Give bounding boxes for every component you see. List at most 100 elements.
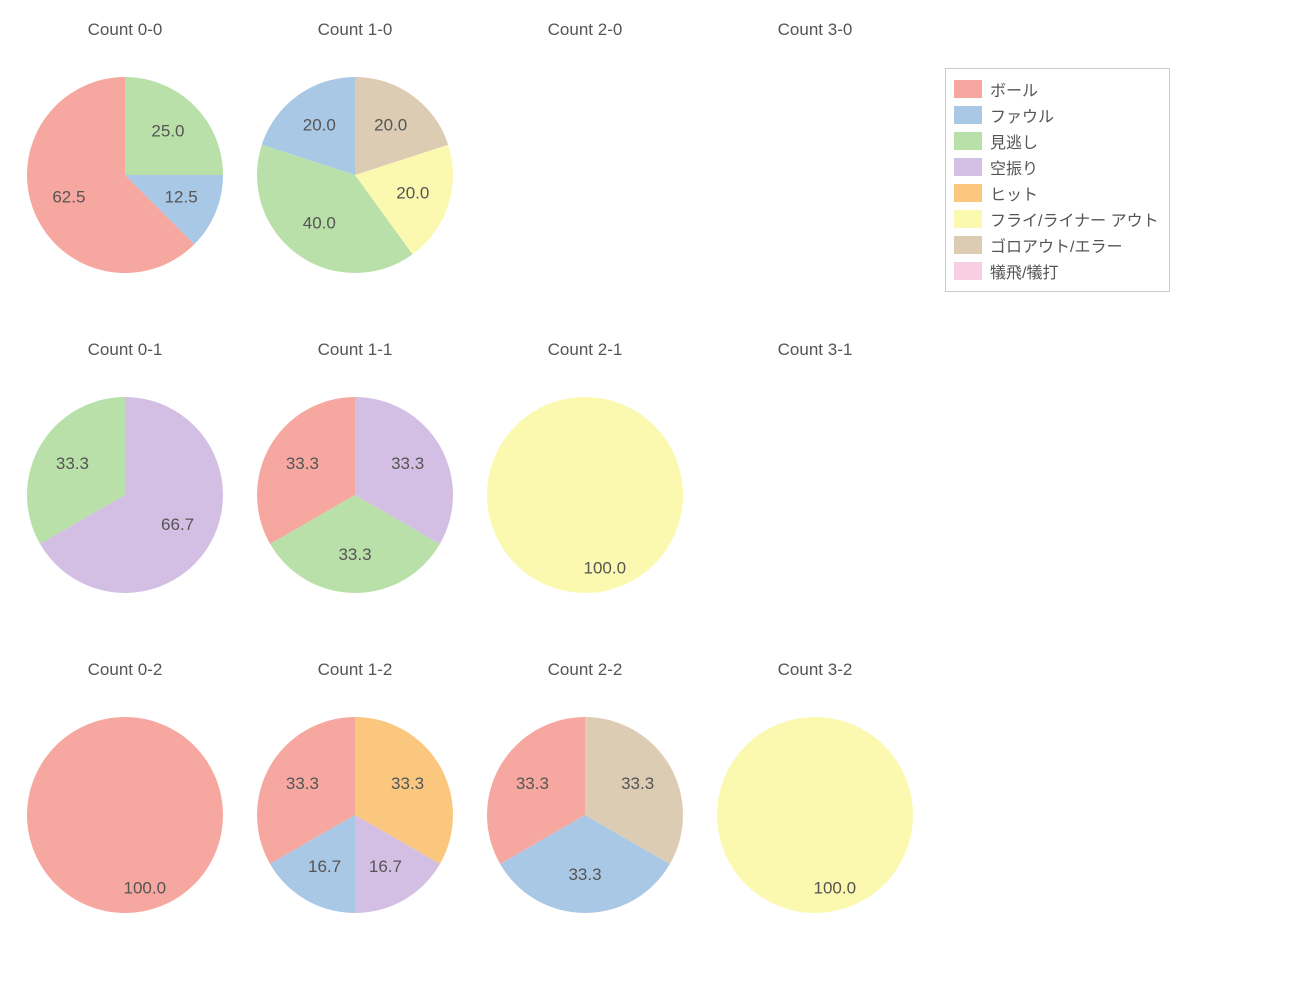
chart-title: Count 0-1 — [10, 340, 240, 360]
chart-cell: Count 3-0 — [700, 10, 930, 330]
chart-row: Count 0-062.512.525.0Count 1-020.040.020… — [10, 10, 930, 330]
chart-title: Count 2-2 — [470, 660, 700, 680]
legend-swatch — [954, 106, 982, 124]
pie-slice-label: 20.0 — [396, 183, 429, 202]
legend-swatch — [954, 210, 982, 228]
pie-slice-label: 25.0 — [151, 122, 184, 141]
legend-label: 空振り — [990, 155, 1038, 179]
chart-title: Count 3-1 — [700, 340, 930, 360]
pie-wrap: 100.0 — [25, 715, 225, 915]
pie-slice-label: 62.5 — [52, 188, 85, 207]
chart-cell: Count 0-0 62.5 12.5 25.0 — [10, 10, 240, 330]
chart-row: Count 0-2100.0Count 1-233.316.716.733.3C… — [10, 650, 930, 970]
pie-svg: 33.3 33.3 33.3 — [255, 395, 455, 595]
pie-svg: 100.0 — [715, 715, 915, 915]
pie-slice-label: 40.0 — [303, 214, 336, 233]
pie-wrap: 33.3 16.7 16.7 33.3 — [255, 715, 455, 915]
legend-swatch — [954, 132, 982, 150]
chart-cell: Count 2-0 — [470, 10, 700, 330]
chart-title: Count 0-2 — [10, 660, 240, 680]
legend-label: ファウル — [990, 103, 1054, 127]
pie-slice-label: 20.0 — [303, 115, 336, 134]
pie-wrap: 33.3 33.3 33.3 — [255, 395, 455, 595]
pie-svg: 33.3 66.7 — [25, 395, 225, 595]
pie-slice-label: 20.0 — [374, 115, 407, 134]
pie-wrap: 20.0 40.0 20.0 20.0 — [255, 75, 455, 275]
pie-wrap: 33.3 66.7 — [25, 395, 225, 595]
pie-slice-label: 33.3 — [516, 774, 549, 793]
pie-svg: 33.3 16.7 16.7 33.3 — [255, 715, 455, 915]
pie-wrap — [715, 395, 915, 595]
chart-title: Count 3-0 — [700, 20, 930, 40]
chart-cell: Count 3-1 — [700, 330, 930, 650]
pie-slice-label: 100.0 — [124, 878, 167, 897]
chart-cell: Count 0-1 33.3 66.7 — [10, 330, 240, 650]
chart-title: Count 2-1 — [470, 340, 700, 360]
chart-cell: Count 1-1 33.3 33.3 33.3 — [240, 330, 470, 650]
chart-row: Count 0-133.366.7Count 1-133.333.333.3Co… — [10, 330, 930, 650]
pie-wrap — [485, 75, 685, 275]
legend-label: ヒット — [990, 181, 1038, 205]
pie-slice-label: 33.3 — [286, 774, 319, 793]
pie-slice-label: 33.3 — [391, 774, 424, 793]
legend-row: ボール — [954, 77, 1159, 101]
chart-cell: Count 2-2 33.3 33.3 33.3 — [470, 650, 700, 970]
legend-row: 犠飛/犠打 — [954, 259, 1159, 283]
pie-slice-label: 16.7 — [369, 857, 402, 876]
pie-slice-label: 33.3 — [338, 545, 371, 564]
pie-slice-label: 66.7 — [161, 515, 194, 534]
chart-title: Count 1-1 — [240, 340, 470, 360]
pie-wrap — [715, 75, 915, 275]
pie-slice-label: 33.3 — [286, 454, 319, 473]
pie-wrap: 62.5 12.5 25.0 — [25, 75, 225, 275]
chart-cell: Count 3-2 100.0 — [700, 650, 930, 970]
legend-swatch — [954, 80, 982, 98]
legend-label: 見逃し — [990, 129, 1038, 153]
pie-slice-label: 100.0 — [814, 878, 857, 897]
legend-row: ヒット — [954, 181, 1159, 205]
pie-slice-label: 33.3 — [568, 865, 601, 884]
pie-slice-label: 33.3 — [621, 774, 654, 793]
legend-row: フライ/ライナー アウト — [954, 207, 1159, 231]
pie-svg: 33.3 33.3 33.3 — [485, 715, 685, 915]
pie-wrap: 100.0 — [485, 395, 685, 595]
legend-label: フライ/ライナー アウト — [990, 207, 1159, 231]
pie-wrap: 33.3 33.3 33.3 — [485, 715, 685, 915]
chart-cell: Count 0-2 100.0 — [10, 650, 240, 970]
pie-svg — [485, 75, 685, 275]
pie-svg: 100.0 — [485, 395, 685, 595]
pie-svg — [715, 75, 915, 275]
pie-slice-label: 16.7 — [308, 857, 341, 876]
legend-swatch — [954, 262, 982, 280]
legend-swatch — [954, 184, 982, 202]
legend-row: 見逃し — [954, 129, 1159, 153]
pie-svg: 62.5 12.5 25.0 — [25, 75, 225, 275]
legend-swatch — [954, 158, 982, 176]
legend-label: 犠飛/犠打 — [990, 259, 1058, 283]
figure-container: Count 0-062.512.525.0Count 1-020.040.020… — [0, 0, 1300, 1000]
legend-row: ゴロアウト/エラー — [954, 233, 1159, 257]
chart-title: Count 0-0 — [10, 20, 240, 40]
pie-svg: 20.0 40.0 20.0 20.0 — [255, 75, 455, 275]
pie-slice-label: 12.5 — [165, 188, 198, 207]
chart-cell: Count 2-1 100.0 — [470, 330, 700, 650]
pie-slice-label: 33.3 — [56, 454, 89, 473]
chart-cell: Count 1-2 33.3 16.7 16.7 33.3 — [240, 650, 470, 970]
legend-swatch — [954, 236, 982, 254]
legend-row: ファウル — [954, 103, 1159, 127]
chart-cell: Count 1-0 20.0 40.0 20.0 20.0 — [240, 10, 470, 330]
pie-svg: 100.0 — [25, 715, 225, 915]
chart-title: Count 3-2 — [700, 660, 930, 680]
pie-slice-label: 33.3 — [391, 454, 424, 473]
legend-label: ゴロアウト/エラー — [990, 233, 1122, 257]
legend-label: ボール — [990, 77, 1038, 101]
legend-row: 空振り — [954, 155, 1159, 179]
pie-wrap: 100.0 — [715, 715, 915, 915]
chart-grid: Count 0-062.512.525.0Count 1-020.040.020… — [10, 10, 930, 970]
chart-title: Count 1-2 — [240, 660, 470, 680]
legend: ボールファウル見逃し空振りヒットフライ/ライナー アウトゴロアウト/エラー犠飛/… — [945, 68, 1170, 292]
chart-title: Count 2-0 — [470, 20, 700, 40]
pie-slice-label: 100.0 — [584, 558, 627, 577]
pie-svg — [715, 395, 915, 595]
chart-title: Count 1-0 — [240, 20, 470, 40]
